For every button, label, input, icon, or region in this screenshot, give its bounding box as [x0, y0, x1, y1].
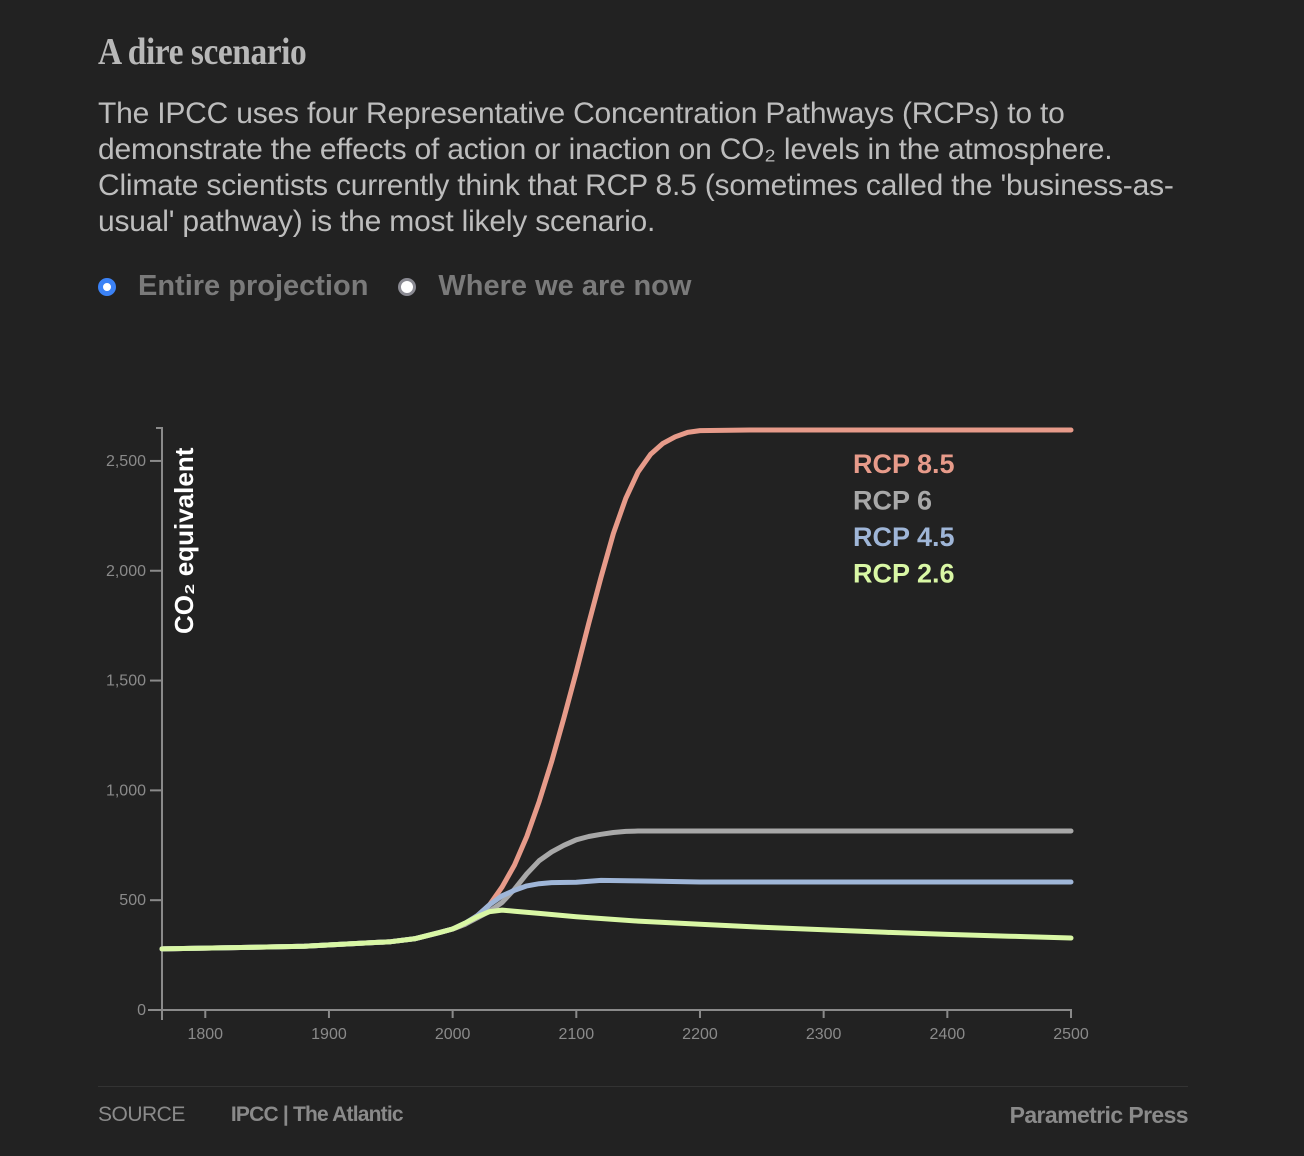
legend-item: RCP 6: [853, 486, 932, 516]
radio-label: Entire projection: [138, 270, 369, 302]
y-tick-label: 0: [137, 1002, 146, 1019]
x-tick-label: 2500: [1053, 1026, 1089, 1043]
footer-divider: [98, 1086, 1188, 1087]
legend-item: RCP 2.6: [853, 559, 955, 589]
x-axis-line: [161, 1009, 1072, 1020]
view-toggle: Entire projection Where we are now: [98, 270, 721, 303]
x-tick-label: 1900: [311, 1026, 347, 1043]
brand-name: Parametric Press: [1009, 1101, 1189, 1128]
source-value: IPCC | The Atlantic: [230, 1103, 404, 1126]
series-line-rcp-6: [159, 828, 1074, 952]
series-lines: [159, 427, 1074, 952]
series-line-rcp-4-5: [159, 877, 1074, 952]
x-tick-label: 2300: [806, 1026, 842, 1043]
axes: 0 500 1,000 1,500 2,000 2,500 1800 1900 2000 2100…: [106, 427, 1089, 1043]
y-tick-label: 1,000: [106, 782, 146, 799]
y-tick-label: 2,000: [106, 563, 146, 580]
legend-item: RCP 8.5: [853, 449, 955, 479]
y-tick-label: 500: [119, 892, 146, 909]
legend: RCP 8.5 RCP 6 RCP 4.5 RCP 2.6: [853, 449, 955, 589]
y-tick-label: 1,500: [106, 673, 146, 690]
page-title: A dire scenario: [98, 31, 307, 73]
x-tick-label: 2100: [559, 1026, 595, 1043]
radio-unchecked-icon[interactable]: [398, 277, 417, 296]
source-label: SOURCE: [98, 1103, 185, 1126]
series-line-rcp-2-6: [159, 907, 1074, 952]
x-tick-label: 2000: [435, 1026, 471, 1043]
radio-where-we-are-now[interactable]: Where we are now: [398, 270, 691, 303]
y-axis-line: [156, 427, 163, 1010]
x-tick-label: 2400: [930, 1026, 966, 1043]
description: The IPCC uses four Representative Concen…: [98, 97, 1174, 238]
x-tick-label: 2200: [682, 1026, 718, 1043]
footer: SOURCE IPCC | The Atlantic Parametric Pr…: [98, 1100, 1189, 1130]
radio-checked-icon[interactable]: [98, 277, 116, 296]
series-line-rcp-8-5: [159, 427, 1074, 952]
radio-entire-projection[interactable]: Entire projection: [98, 270, 368, 303]
x-tick-label: 1800: [187, 1026, 223, 1043]
legend-item: RCP 4.5: [853, 522, 955, 552]
radio-label: Where we are now: [438, 270, 692, 302]
y-tick-label: 2,500: [106, 453, 146, 470]
y-axis-title: CO₂ equivalent: [169, 447, 199, 634]
